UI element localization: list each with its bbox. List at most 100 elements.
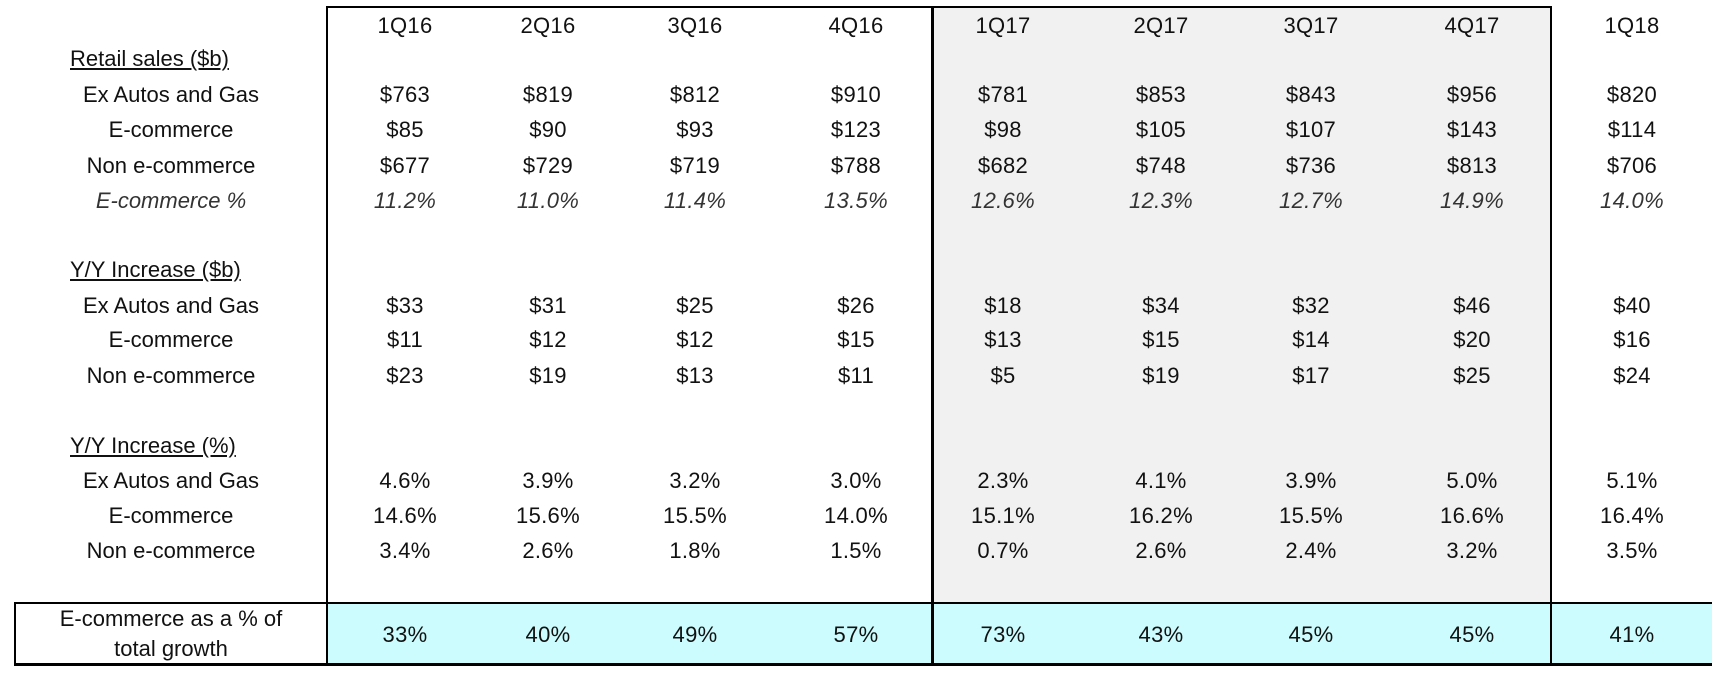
table-cell: $15 xyxy=(837,327,875,352)
table-cell: 15.1% xyxy=(971,503,1035,528)
table-cell: $5 xyxy=(990,363,1016,388)
table-cell: $107 xyxy=(1285,117,1337,142)
row-label: Non e-commerce xyxy=(86,153,256,178)
table-cell: $910 xyxy=(830,82,882,107)
table-cell: 3.9% xyxy=(1285,468,1337,493)
table-cell: 15.5% xyxy=(663,503,727,528)
column-header-1q16: 1Q16 xyxy=(377,13,433,38)
table-cell: $114 xyxy=(1607,117,1657,142)
table-cell: 2.6% xyxy=(1135,538,1187,563)
footer-label-line1: E-commerce as a % of xyxy=(59,606,283,631)
table-cell: 12.7% xyxy=(1279,188,1343,213)
table-cell: 2.3% xyxy=(977,468,1029,493)
border-top-data xyxy=(326,6,1552,8)
row-label: Non e-commerce xyxy=(86,363,256,388)
shaded-2017-region xyxy=(933,6,1551,604)
column-header-4q17: 4Q17 xyxy=(1444,13,1500,38)
table-cell: $956 xyxy=(1446,82,1498,107)
border-footer-top xyxy=(14,602,1712,604)
table-cell: $14 xyxy=(1292,327,1330,352)
table-cell: $20 xyxy=(1453,327,1491,352)
footer-cell: 33% xyxy=(382,622,428,647)
table-cell: $23 xyxy=(386,363,424,388)
section-title-retail: Retail sales ($b) xyxy=(70,46,229,71)
column-header-3q17: 3Q17 xyxy=(1283,13,1339,38)
row-label: Ex Autos and Gas xyxy=(82,293,260,318)
table-cell: $819 xyxy=(522,82,574,107)
table-cell: 2.4% xyxy=(1285,538,1337,563)
footer-label-line2: total growth xyxy=(114,636,228,661)
column-header-4q16: 4Q16 xyxy=(828,13,884,38)
table-cell: $15 xyxy=(1142,327,1180,352)
row-label: E-commerce xyxy=(108,503,234,528)
table-cell: $25 xyxy=(1453,363,1491,388)
column-header-1q17: 1Q17 xyxy=(975,13,1031,38)
table-cell: $16 xyxy=(1613,327,1651,352)
table-cell: $736 xyxy=(1285,153,1337,178)
row-label: E-commerce % xyxy=(95,188,247,213)
border-2017-left xyxy=(931,6,934,664)
footer-highlight-row xyxy=(328,604,1712,664)
table-cell: $820 xyxy=(1606,82,1658,107)
table-cell: 14.9% xyxy=(1440,188,1504,213)
table-cell: $843 xyxy=(1285,82,1337,107)
table-cell: $677 xyxy=(379,153,431,178)
table-cell: $682 xyxy=(977,153,1029,178)
table-cell: $706 xyxy=(1606,153,1658,178)
table-cell: $32 xyxy=(1292,293,1330,318)
table-cell: $123 xyxy=(830,117,882,142)
section-title-yy-dollars: Y/Y Increase ($b) xyxy=(70,257,241,282)
table-cell: 11.0% xyxy=(516,188,580,213)
table-cell: 4.6% xyxy=(379,468,431,493)
table-cell: 14.0% xyxy=(1600,188,1664,213)
footer-cell: 49% xyxy=(672,622,718,647)
table-cell: $34 xyxy=(1142,293,1180,318)
table-cell: $729 xyxy=(522,153,574,178)
table-cell: $12 xyxy=(529,327,567,352)
table-cell: $11 xyxy=(838,363,874,388)
footer-cell: 45% xyxy=(1449,622,1495,647)
table-cell: 13.5% xyxy=(824,188,888,213)
column-header-2q16: 2Q16 xyxy=(520,13,576,38)
table-cell: $763 xyxy=(379,82,431,107)
table-cell: $85 xyxy=(386,117,424,142)
table-cell: 3.9% xyxy=(522,468,574,493)
table-cell: 16.4% xyxy=(1600,503,1664,528)
table-cell: 5.1% xyxy=(1606,468,1658,493)
table-cell: $46 xyxy=(1453,293,1491,318)
row-label: Ex Autos and Gas xyxy=(82,468,260,493)
table-cell: $18 xyxy=(984,293,1022,318)
table-cell: $719 xyxy=(669,153,721,178)
table-cell: $93 xyxy=(676,117,714,142)
row-label: Non e-commerce xyxy=(86,538,256,563)
table-cell: $788 xyxy=(830,153,882,178)
footer-cell: 41% xyxy=(1609,622,1655,647)
table-cell: 15.6% xyxy=(516,503,580,528)
table-cell: $25 xyxy=(676,293,714,318)
row-label: E-commerce xyxy=(108,117,234,142)
table-cell: 3.0% xyxy=(830,468,882,493)
table-cell: $26 xyxy=(837,293,875,318)
footer-cell: 45% xyxy=(1288,622,1334,647)
table-cell: $19 xyxy=(1142,363,1180,388)
table-cell: 16.2% xyxy=(1129,503,1193,528)
table-cell: 16.6% xyxy=(1440,503,1504,528)
row-label: E-commerce xyxy=(108,327,234,352)
footer-cell: 40% xyxy=(525,622,571,647)
table-cell: 0.7% xyxy=(977,538,1029,563)
table-cell: 4.1% xyxy=(1135,468,1187,493)
table-cell: 1.5% xyxy=(830,538,882,563)
table-cell: 14.0% xyxy=(824,503,888,528)
border-2017-right xyxy=(1550,6,1552,664)
table-cell: $813 xyxy=(1446,153,1498,178)
border-footer-bottom xyxy=(14,663,1712,666)
footer-cell: 43% xyxy=(1138,622,1184,647)
table-cell: $17 xyxy=(1292,363,1330,388)
table-cell: $143 xyxy=(1446,117,1498,142)
table-cell: $748 xyxy=(1135,153,1187,178)
table-cell: $24 xyxy=(1613,363,1651,388)
table-cell: $40 xyxy=(1613,293,1651,318)
table-cell: $19 xyxy=(529,363,567,388)
footer-label: E-commerce as a % of total growth xyxy=(14,604,328,664)
table-cell: $31 xyxy=(529,293,567,318)
